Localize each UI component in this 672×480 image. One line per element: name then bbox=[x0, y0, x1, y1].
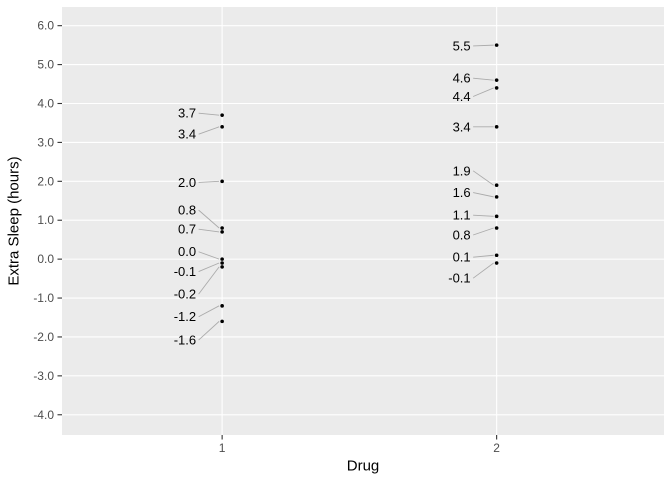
x-tick-label: 1 bbox=[219, 441, 226, 455]
point-label: 5.5 bbox=[453, 38, 471, 53]
leader-line bbox=[473, 77, 494, 81]
leader-line bbox=[198, 262, 220, 272]
data-point bbox=[494, 125, 499, 129]
leader-line bbox=[198, 251, 220, 260]
data-point bbox=[220, 319, 224, 324]
y-tick-label: -4.0 bbox=[33, 408, 54, 422]
leader-line bbox=[472, 87, 494, 97]
y-tick-label: 2.0 bbox=[37, 174, 54, 188]
data-point bbox=[494, 261, 499, 265]
point-label: 3.7 bbox=[178, 106, 196, 121]
data-point bbox=[220, 226, 224, 230]
y-tick-label: 1.0 bbox=[37, 213, 54, 227]
leader-line bbox=[473, 44, 494, 47]
point-label: 0.0 bbox=[178, 244, 196, 259]
data-point bbox=[494, 43, 499, 47]
point-label: 0.8 bbox=[453, 228, 471, 243]
leader-line bbox=[198, 112, 220, 116]
data-point bbox=[494, 86, 499, 90]
data-point bbox=[220, 230, 224, 234]
leader-line bbox=[198, 266, 220, 295]
data-point bbox=[220, 261, 224, 265]
point-label: 4.4 bbox=[453, 89, 471, 104]
y-tick-label: -3.0 bbox=[33, 369, 54, 383]
y-axis-title: Extra Sleep (hours) bbox=[5, 156, 23, 286]
point-label: 4.6 bbox=[453, 71, 471, 86]
data-point bbox=[220, 265, 224, 269]
data-point bbox=[494, 226, 499, 230]
data-point bbox=[220, 304, 224, 308]
point-label: -1.2 bbox=[174, 309, 196, 324]
point-label: -0.2 bbox=[174, 287, 196, 302]
data-point bbox=[220, 179, 224, 184]
leader-line bbox=[472, 170, 494, 186]
point-label: 0.1 bbox=[453, 250, 471, 265]
y-tick-label: 4.0 bbox=[37, 96, 54, 110]
y-tick-label: 6.0 bbox=[37, 19, 54, 33]
leader-line bbox=[472, 227, 494, 236]
point-label: 0.8 bbox=[178, 203, 196, 218]
point-label: 0.7 bbox=[178, 222, 196, 237]
data-point bbox=[494, 253, 499, 258]
y-tick-label: 3.0 bbox=[37, 135, 54, 149]
data-point bbox=[220, 113, 224, 117]
data-point bbox=[494, 214, 499, 219]
data-point bbox=[494, 195, 499, 199]
point-label: 2.0 bbox=[178, 175, 196, 190]
x-axis-title: Drug bbox=[346, 457, 380, 475]
leader-line bbox=[473, 192, 494, 198]
leader-line bbox=[473, 214, 494, 217]
point-label: -1.6 bbox=[174, 333, 196, 348]
data-point bbox=[494, 183, 499, 188]
leader-line bbox=[472, 262, 494, 279]
leader-line bbox=[198, 321, 220, 341]
point-label: 3.4 bbox=[453, 119, 471, 134]
data-point bbox=[494, 78, 499, 82]
leader-line bbox=[198, 209, 220, 229]
point-label: 1.9 bbox=[453, 163, 471, 178]
point-label: 1.1 bbox=[453, 208, 471, 223]
x-tick-label: 2 bbox=[493, 441, 500, 455]
leader-line bbox=[198, 305, 220, 318]
point-label: -0.1 bbox=[448, 271, 470, 286]
y-tick-label: -2.0 bbox=[33, 330, 54, 344]
point-label: -0.1 bbox=[174, 264, 196, 279]
leader-line bbox=[198, 228, 220, 233]
data-point bbox=[220, 257, 224, 261]
y-tick-label: 0.0 bbox=[37, 252, 54, 266]
panel-background bbox=[62, 7, 664, 435]
y-tick-label: 5.0 bbox=[37, 58, 54, 72]
leader-line bbox=[198, 180, 220, 183]
y-tick-label: -1.0 bbox=[33, 291, 54, 305]
point-label: 1.6 bbox=[453, 185, 471, 200]
leader-line bbox=[198, 126, 220, 135]
point-label: 3.4 bbox=[178, 127, 196, 142]
leader-line bbox=[473, 254, 494, 258]
data-point bbox=[220, 125, 224, 129]
